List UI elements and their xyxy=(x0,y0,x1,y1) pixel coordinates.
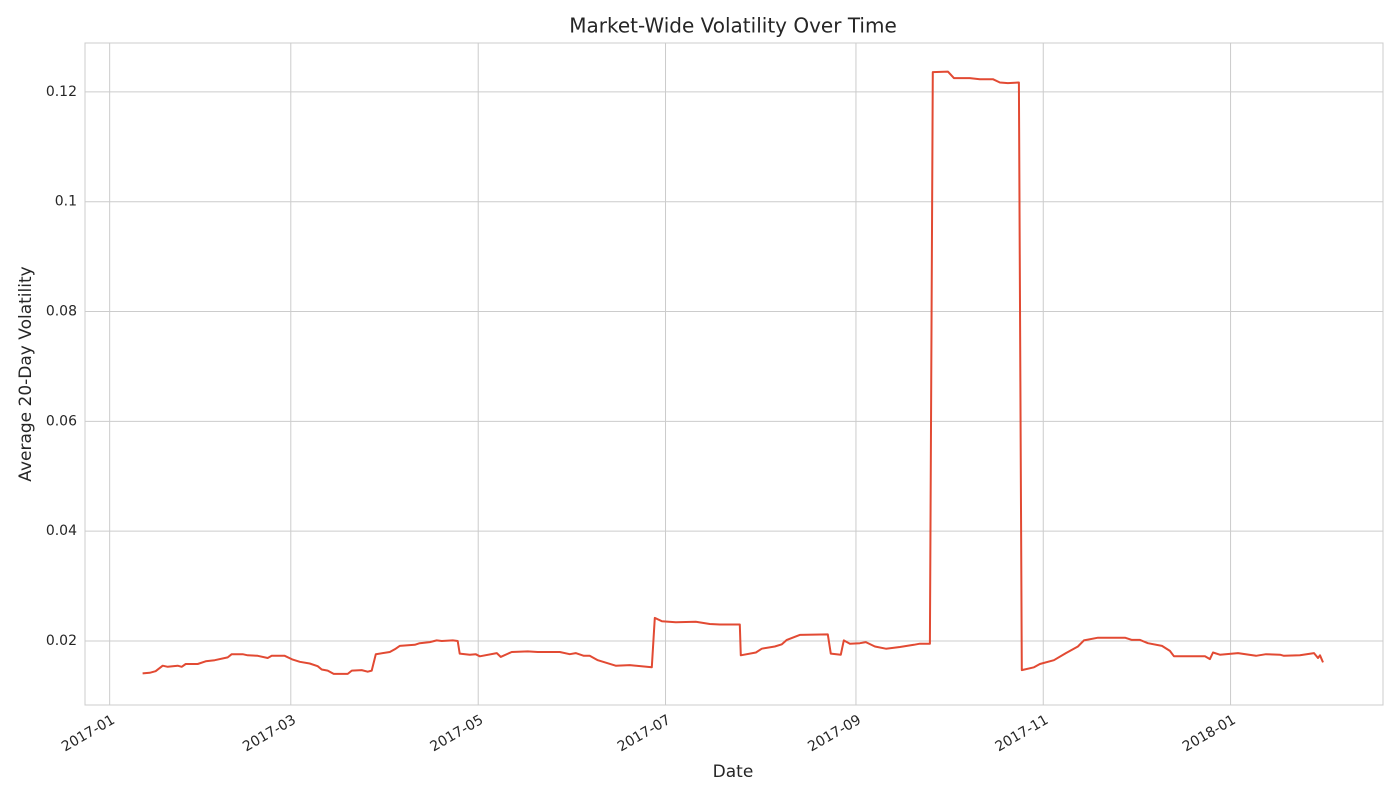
y-tick-label: 0.06 xyxy=(46,413,77,429)
x-axis-label: Date xyxy=(713,762,754,782)
y-axis-label: Average 20-Day Volatility xyxy=(16,266,36,481)
x-tick-label: 2017-03 xyxy=(240,712,299,755)
y-tick-label: 0.02 xyxy=(46,633,77,649)
plot-frame xyxy=(84,42,1384,706)
x-tick-label: 2017-01 xyxy=(59,712,118,755)
x-tick-label: 2017-07 xyxy=(615,712,674,755)
y-tick-label: 0.1 xyxy=(55,194,77,210)
data-line xyxy=(142,70,1324,675)
x-tick-label: 2017-11 xyxy=(993,712,1052,755)
x-tick-label: 2018-01 xyxy=(1180,712,1239,755)
x-tick-label: 2017-05 xyxy=(428,712,487,755)
x-tick-label: 2017-09 xyxy=(805,712,864,755)
y-tick-label: 0.08 xyxy=(46,304,77,320)
y-tick-label: 0.12 xyxy=(46,84,77,100)
y-tick-label: 0.04 xyxy=(46,523,77,539)
chart-title: Market-Wide Volatility Over Time xyxy=(569,14,897,38)
